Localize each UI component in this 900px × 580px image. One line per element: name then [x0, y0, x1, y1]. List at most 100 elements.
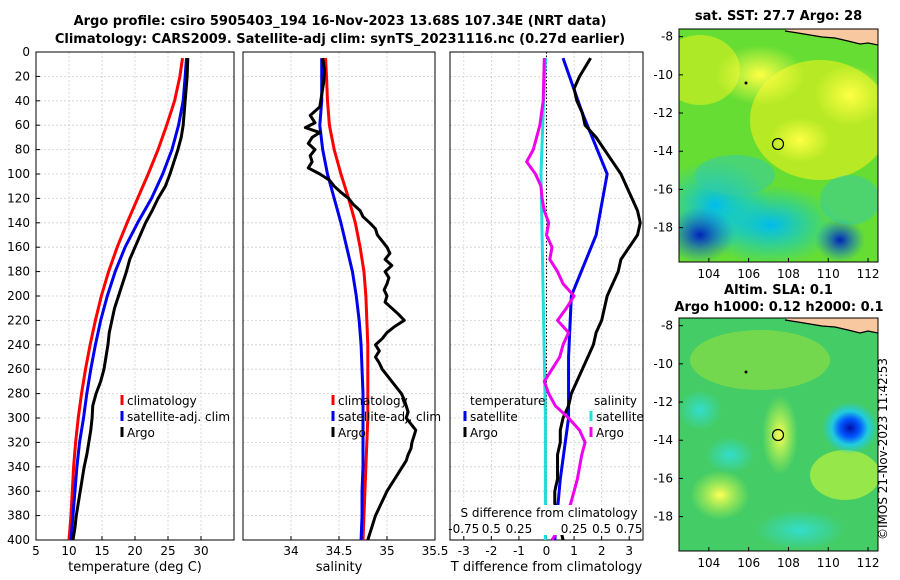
map-x-tick-label: 104	[697, 267, 720, 281]
map-x-tick-label: 108	[777, 267, 800, 281]
salinity-axis-label-background	[452, 505, 642, 535]
y-tick-label: 80	[15, 143, 30, 157]
map-x-tick-label: 110	[817, 267, 840, 281]
differences-series-salinity-satellite	[539, 58, 547, 540]
map-y-tick-label: -8	[661, 319, 673, 333]
salinity-difference-tick-label: 0.25	[506, 522, 533, 536]
map-y-tick-label: -10	[653, 68, 673, 82]
sst-argo-position-marker	[771, 137, 785, 151]
y-tick-label: 360	[7, 484, 30, 498]
map-y-tick-label: -12	[653, 106, 673, 120]
salinity-difference-tick-label: 0.5	[482, 522, 501, 536]
map-y-tick-label: -12	[653, 395, 673, 409]
map-x-tick-label: 112	[857, 267, 880, 281]
salinity-difference-axis-label: S difference from climatology	[461, 506, 638, 520]
differences-series-temperature-satellite	[553, 57, 609, 541]
difference-panel: -3 -2 -1 0 1 2 3 T difference from climatology	[449, 51, 644, 575]
y-tick-label: 40	[15, 94, 30, 108]
y-tick-label: 380	[7, 509, 30, 523]
sst-map	[678, 28, 879, 263]
sla-map-title-line-2: Argo h1000: 0.12 h2000: 0.1	[674, 300, 884, 315]
map-y-tick-label: -14	[653, 433, 673, 447]
y-tick-label: 180	[7, 265, 30, 279]
salinity-panel: 34 34.5 35 35.5 salinity	[242, 51, 449, 575]
salinity-series-satellite-adj-clim	[318, 58, 365, 541]
temperature-series-argo	[71, 58, 190, 541]
x-tick-label: 15	[94, 544, 109, 558]
map-y-tick-label: -8	[661, 30, 673, 44]
legend-label: climatology	[127, 394, 197, 408]
map-axes: 104 106 108 110 112 -8 -10 -12 -14 -16 -18 104 106 10…	[653, 30, 879, 570]
x-tick-label: -3	[458, 544, 470, 558]
temperature-panel: 5 10 15 20 25 30 temperature (deg C) 0 20 40 60 80 1…	[7, 45, 235, 575]
differences-series-temperature-argo	[553, 57, 642, 541]
x-tick-label: 25	[160, 544, 175, 558]
figure-title-line-1: Argo profile: csiro 5905403_194 16-Nov-2…	[73, 14, 607, 29]
map-y-tick-label: -18	[653, 221, 673, 235]
map-x-tick-label: 106	[737, 267, 760, 281]
temperature-x-axis-label: temperature (deg C)	[68, 560, 202, 575]
sla-argo-position-marker	[771, 428, 785, 442]
x-tick-label: 2	[598, 544, 606, 558]
y-tick-label: 260	[7, 362, 30, 376]
sst-map-title: sat. SST: 27.7 Argo: 28	[694, 9, 863, 24]
salinity-difference-tick-label: 0.25	[561, 522, 588, 536]
y-tick-label: 280	[7, 387, 30, 401]
legends: climatology satellite-adj. clim Argo climat…	[120, 394, 644, 536]
x-tick-label: 34	[283, 544, 298, 558]
map-x-tick-label: 112	[857, 556, 880, 570]
x-tick-label: -1	[513, 544, 525, 558]
legend-label: Argo	[596, 426, 624, 440]
map-y-tick-label: -10	[653, 357, 673, 371]
y-tick-label: 100	[7, 167, 30, 181]
salinity-series-argo	[303, 57, 418, 541]
legend-label: satellite-adj. clim	[127, 410, 230, 424]
y-tick-label: 340	[7, 460, 30, 474]
x-tick-label: 34.5	[326, 544, 353, 558]
differences-series-salinity-argo	[525, 58, 587, 541]
y-tick-label: 140	[7, 216, 30, 230]
salinity-series-climatology	[324, 58, 370, 541]
y-tick-label: 0	[22, 45, 30, 59]
map-y-tick-label: -18	[653, 510, 673, 524]
map-y-tick-label: -16	[653, 182, 673, 196]
legend-title-salinity: salinity	[594, 394, 637, 408]
credit-timestamp: ©IMOS 21-Nov-2023 11:42:53	[876, 357, 890, 540]
salinity-difference-tick-label: 0.75	[616, 522, 643, 536]
legend-label: climatology	[338, 394, 408, 408]
x-tick-label: -2	[485, 544, 497, 558]
y-tick-label: 60	[15, 118, 30, 132]
legend-label: Argo	[470, 426, 498, 440]
differences-x-axis-label: T difference from climatology	[450, 560, 643, 575]
map-y-tick-label: -16	[653, 471, 673, 485]
legend-title-temperature: temperature	[470, 394, 545, 408]
map-x-tick-label: 108	[777, 556, 800, 570]
x-tick-label: 3	[625, 544, 633, 558]
figure-title-line-2: Climatology: CARS2009. Satellite-adj cli…	[54, 32, 626, 47]
salinity-x-axis-label: salinity	[316, 560, 363, 575]
map-x-tick-label: 106	[737, 556, 760, 570]
x-tick-label: 0	[543, 544, 551, 558]
y-tick-label: 200	[7, 289, 30, 303]
legend-label: Argo	[338, 426, 366, 440]
y-tick-label: 20	[15, 69, 30, 83]
sla-map-title-line-1: Altim. SLA: 0.1	[724, 283, 833, 298]
sla-map	[678, 317, 879, 552]
x-tick-label: 5	[32, 544, 40, 558]
map-x-tick-label: 110	[817, 556, 840, 570]
x-tick-label: 10	[61, 544, 76, 558]
y-tick-label: 320	[7, 435, 30, 449]
x-tick-label: 30	[193, 544, 208, 558]
temperature-series-climatology	[67, 57, 185, 541]
map-y-tick-label: -14	[653, 144, 673, 158]
x-tick-label: 20	[127, 544, 142, 558]
legend-label: satellite	[470, 410, 518, 424]
y-tick-label: 400	[7, 533, 30, 547]
y-tick-label: 220	[7, 313, 30, 327]
y-tick-label: 120	[7, 191, 30, 205]
salinity-difference-tick-label: -0.75	[448, 522, 479, 536]
map-x-tick-label: 104	[697, 556, 720, 570]
x-tick-label: 35.5	[422, 544, 449, 558]
legend-label: satellite	[596, 410, 644, 424]
